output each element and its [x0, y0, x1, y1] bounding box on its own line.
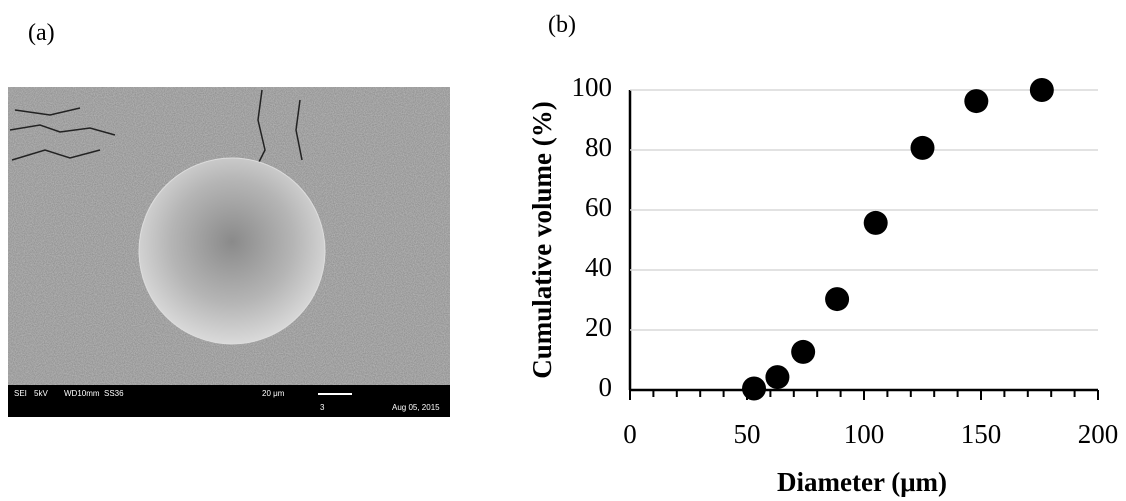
figure: (a) (b) Diameter (μm) Cumulative volume …	[0, 0, 1126, 501]
y-tick-label: 100	[572, 72, 613, 102]
image-info: SS36	[104, 389, 124, 398]
image-info: Aug 05, 2015	[392, 403, 440, 412]
point	[1030, 78, 1054, 102]
x-tick-label: 0	[623, 419, 637, 449]
image-info: 20 μm	[262, 389, 285, 398]
image-info: SEI	[14, 389, 27, 398]
point	[765, 365, 789, 389]
image-info: 3	[320, 403, 325, 412]
y-axis-title: Cumulative volume (%)	[527, 101, 557, 378]
image-info: 5kV	[34, 389, 48, 398]
sem-image	[8, 87, 450, 417]
point	[864, 211, 888, 235]
panel-label: (b)	[548, 12, 576, 38]
point	[911, 136, 935, 160]
x-tick-label: 200	[1078, 419, 1119, 449]
y-tick-label: 0	[599, 372, 613, 402]
panel-label: (a)	[28, 20, 55, 46]
y-tick-label: 20	[585, 312, 612, 342]
point	[825, 287, 849, 311]
y-tick-label: 40	[585, 252, 612, 282]
x-tick-label: 100	[844, 419, 885, 449]
point	[742, 377, 766, 401]
x-tick-label: 150	[961, 419, 1002, 449]
x-tick-label: 50	[734, 419, 761, 449]
y-tick-label: 80	[585, 132, 612, 162]
point	[964, 89, 988, 113]
point	[791, 340, 815, 364]
y-tick-label: 60	[585, 192, 612, 222]
image-info: WD10mm	[64, 389, 100, 398]
x-axis-title: Diameter (μm)	[777, 467, 947, 497]
